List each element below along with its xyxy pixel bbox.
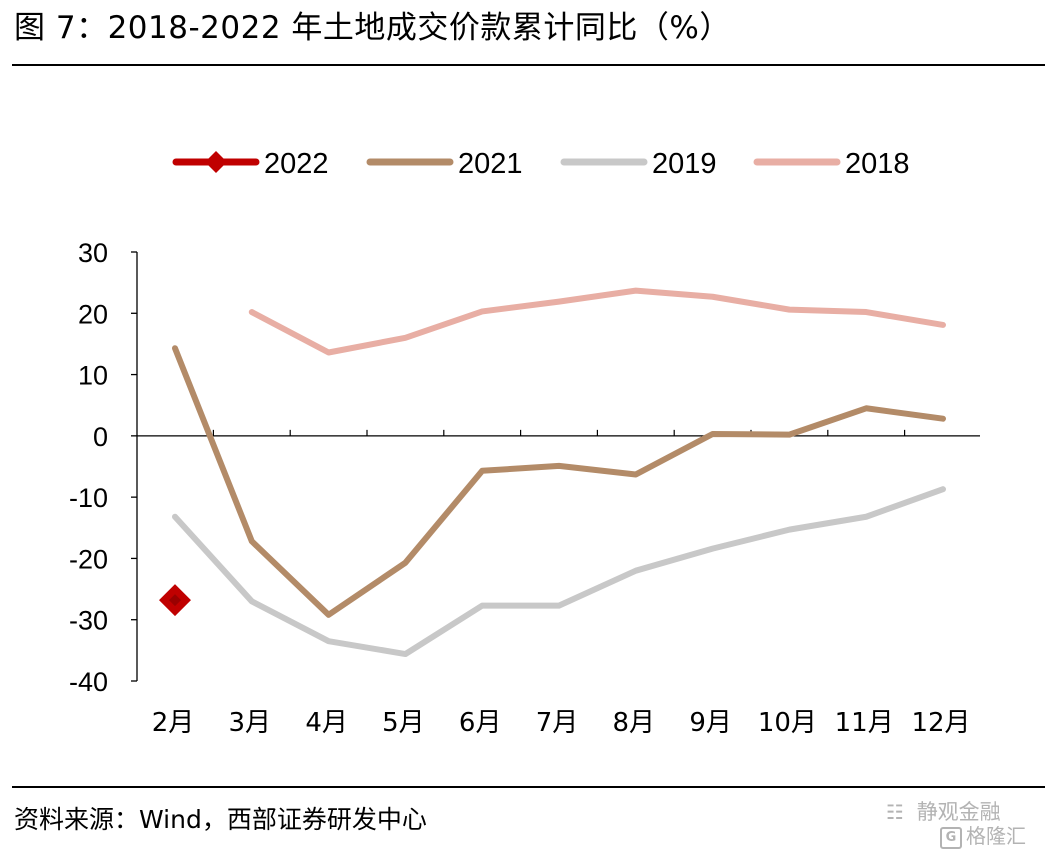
legend-diamond-marker — [205, 151, 227, 173]
legend-item-2018: 2018 — [753, 148, 910, 180]
watermark: ☷ 静观金融 G 格隆汇 — [880, 794, 1055, 850]
x-tick-label: 12月 — [911, 708, 970, 738]
series-2022 — [156, 582, 194, 619]
watermark-account: ☷ 静观金融 — [880, 798, 1001, 826]
series-2018-line — [248, 287, 946, 356]
line-chart: 2022 2021 2019 2018 30 20 10 0 -10 -20 -30 -40 2月 3… — [69, 148, 980, 738]
x-tick-label: 7月 — [536, 708, 579, 738]
series-2018 — [248, 287, 946, 356]
x-tick-label: 4月 — [305, 708, 348, 738]
y-tick-label: 30 — [78, 238, 108, 268]
y-tick-label: 0 — [93, 422, 108, 452]
x-tick-label: 6月 — [459, 708, 502, 738]
figure-title: 图 7：2018-2022 年土地成交价款累计同比（%） — [14, 10, 731, 46]
x-tick-label: 5月 — [382, 708, 425, 738]
legend-item-2021: 2021 — [366, 148, 523, 180]
series-2021-line — [172, 345, 946, 618]
bottom-divider — [12, 786, 1045, 788]
chart-axes — [131, 251, 980, 682]
legend-label: 2022 — [264, 148, 329, 180]
series-2022-point-center — [169, 594, 181, 607]
watermark-account-name: 静观金融 — [916, 800, 1001, 824]
y-tick-label: -10 — [69, 483, 108, 513]
legend-label: 2018 — [845, 148, 910, 180]
chart-series — [156, 287, 946, 658]
y-tick-label: -40 — [69, 667, 108, 697]
legend-item-2022: 2022 — [172, 148, 329, 180]
source-note: 资料来源：Wind，西部证券研发中心 — [14, 805, 427, 834]
x-tick-label: 9月 — [689, 708, 732, 738]
series-2019-line — [172, 486, 946, 658]
chart-legend: 2022 2021 2019 2018 — [172, 148, 910, 180]
chat-bubbles-icon: ☷ — [886, 800, 904, 824]
series-2021 — [172, 345, 946, 618]
x-tick-label: 11月 — [835, 708, 894, 738]
x-tick-label: 2月 — [152, 708, 195, 738]
legend-item-2019: 2019 — [560, 148, 717, 180]
y-tick-label: 20 — [78, 299, 108, 329]
x-tick-label: 10月 — [758, 708, 817, 738]
brand-logo-icon: G — [940, 826, 962, 849]
y-tick-label: -20 — [69, 544, 108, 574]
top-divider — [12, 64, 1045, 66]
watermark-brand: G 格隆汇 — [940, 824, 1026, 849]
series-2019 — [172, 486, 946, 658]
y-tick-label: 10 — [78, 361, 108, 391]
watermark-brand-name: 格隆汇 — [966, 824, 1026, 848]
x-axis-tick-labels: 2月 3月 4月 5月 6月 7月 8月 9月 10月 11月 12月 — [152, 708, 971, 738]
y-tick-label: -30 — [69, 606, 108, 636]
x-tick-label: 8月 — [613, 708, 656, 738]
y-axis-tick-labels: 30 20 10 0 -10 -20 -30 -40 — [69, 238, 108, 697]
x-tick-label: 3月 — [229, 708, 272, 738]
legend-label: 2021 — [458, 148, 523, 180]
legend-label: 2019 — [652, 148, 717, 180]
